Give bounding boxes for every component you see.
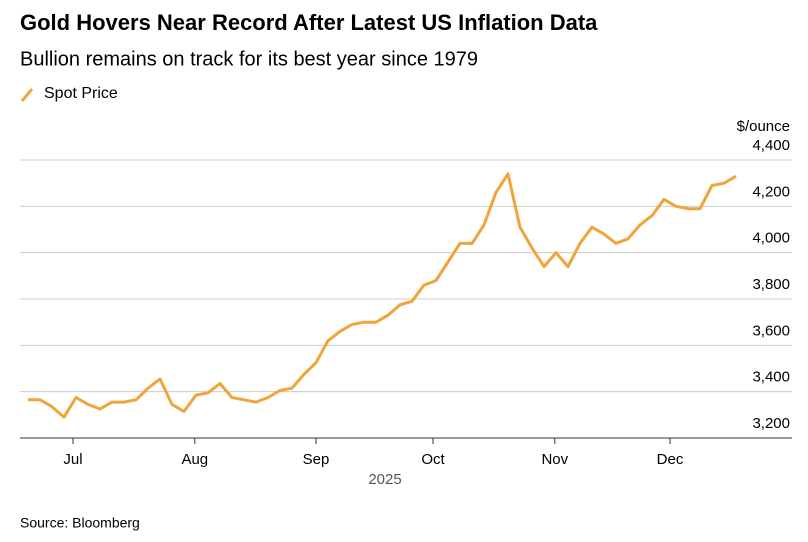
y-tick-label: 3,600 — [752, 322, 790, 339]
x-tick-label: Nov — [541, 451, 568, 468]
legend-swatch — [20, 88, 34, 102]
x-tick-label: Dec — [657, 451, 684, 468]
y-tick-label: 3,800 — [752, 276, 790, 293]
price-line — [28, 172, 737, 419]
y-tick-label: 3,200 — [752, 415, 790, 432]
x-tick-label: Jul — [63, 451, 82, 468]
legend-label: Spot Price — [44, 85, 118, 102]
x-tick-label: Sep — [303, 451, 330, 468]
chart-subtitle: Bullion remains on track for its best ye… — [20, 48, 478, 70]
x-tick-label: Aug — [181, 451, 208, 468]
x-year: 2025 — [368, 471, 401, 488]
chart-title: Gold Hovers Near Record After Latest US … — [20, 10, 598, 35]
y-tick-label: 4,400 — [752, 137, 790, 154]
x-tick-label: Oct — [421, 451, 445, 468]
y-tick-label: 3,400 — [752, 369, 790, 386]
y-tick-label: 4,200 — [752, 183, 790, 200]
y-unit: $/ounce — [737, 118, 790, 135]
source: Source: Bloomberg — [20, 515, 140, 531]
y-tick-label: 4,000 — [752, 230, 790, 247]
